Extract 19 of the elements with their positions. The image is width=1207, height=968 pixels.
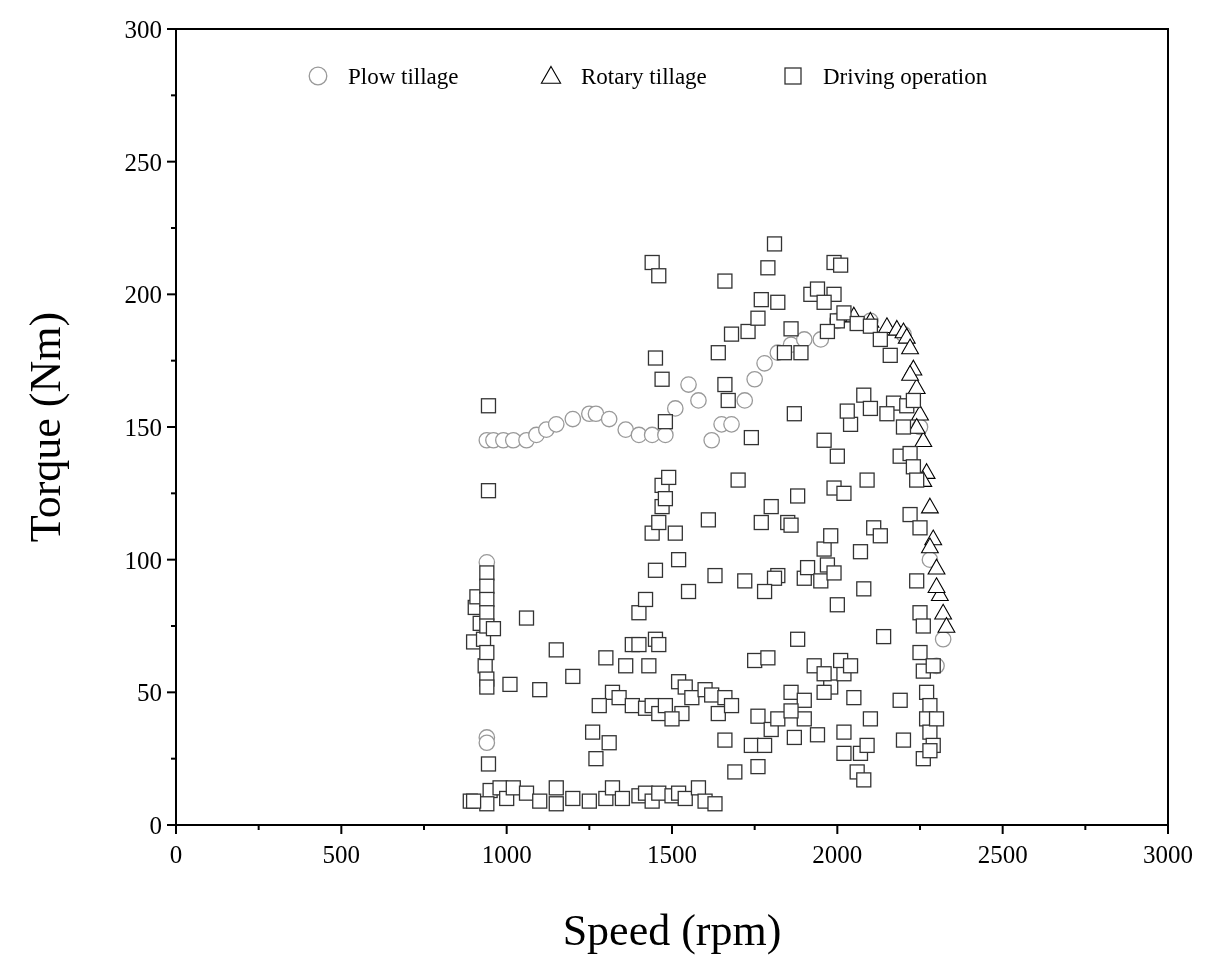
x-tick-label: 0	[169, 841, 183, 868]
y-tick-label: 150	[124, 414, 162, 441]
y-tick-label: 200	[124, 281, 162, 309]
legend-label: Rotary tillage	[581, 64, 707, 89]
y-axis-title: Torque (Nm)	[21, 311, 70, 543]
y-tick-label: 250	[124, 148, 162, 176]
legend-label: Driving operation	[823, 64, 988, 89]
y-tick-label: 100	[124, 546, 162, 574]
y-tick-label: 0	[149, 812, 162, 839]
legend-label: Plow tillage	[348, 64, 459, 89]
x-tick-label: 500	[322, 841, 361, 868]
x-tick-label: 2500	[977, 841, 1028, 868]
x-tick-label: 2000	[812, 841, 863, 868]
x-tick-label: 3000	[1143, 841, 1193, 868]
x-tick-label: 1500	[647, 841, 697, 868]
y-tick-label: 50	[137, 679, 162, 707]
x-tick-label: 1000	[481, 841, 532, 868]
y-tick-label: 300	[124, 16, 162, 43]
x-axis-title: Speed (rpm)	[562, 906, 782, 955]
